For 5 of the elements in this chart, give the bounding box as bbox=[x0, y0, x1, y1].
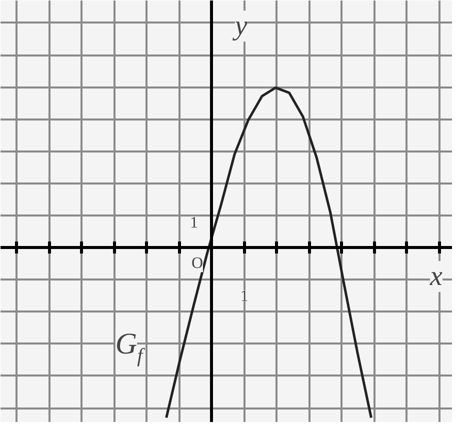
annotation: 1 bbox=[240, 288, 248, 306]
y-axis-title: y bbox=[232, 10, 248, 42]
x-axis-title: x bbox=[429, 260, 444, 292]
annotation: O bbox=[191, 255, 204, 272]
annotation: 1 bbox=[190, 214, 198, 232]
